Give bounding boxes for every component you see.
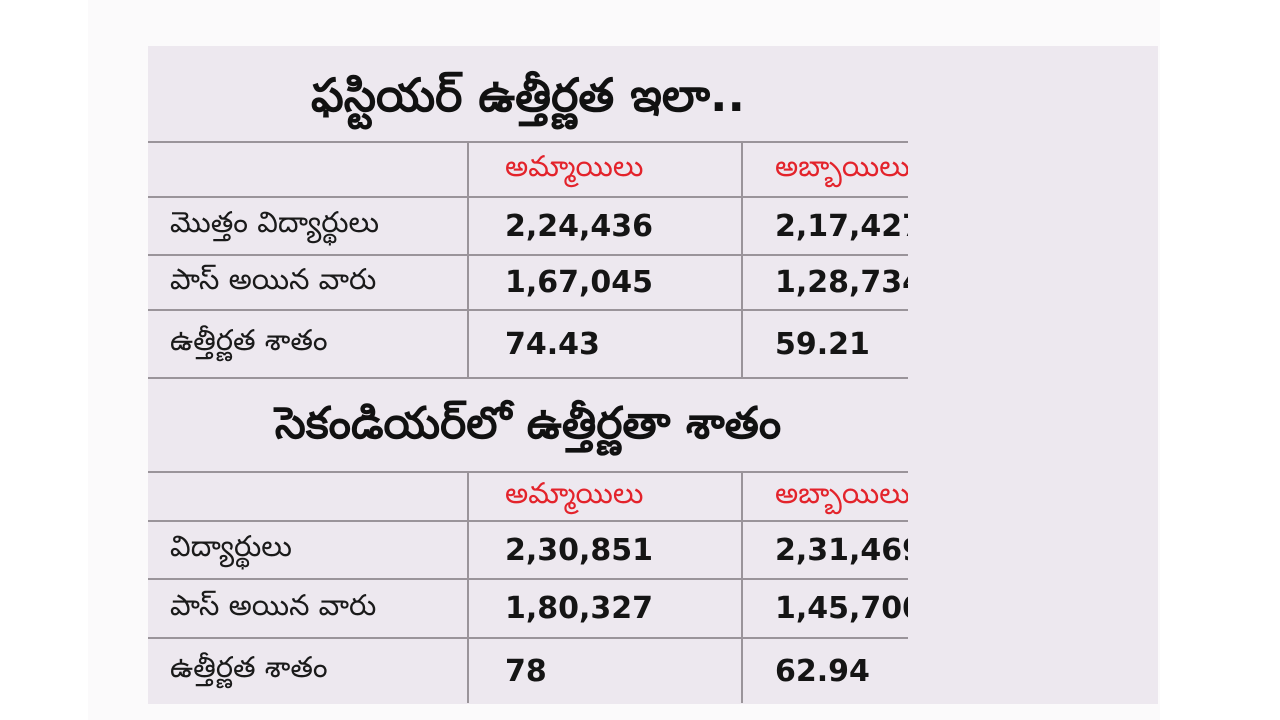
first-year-table: అమ్మాయిలు అబ్బాయిలు మొత్తం విద్యార్థులు … — [148, 141, 908, 379]
table-row: ఉత్తీర్ణత శాతం 78 62.94 — [148, 637, 908, 703]
row-label-pass-percentage: ఉత్తీర్ణత శాతం — [148, 309, 468, 379]
table-row: మొత్తం విద్యార్థులు 2,24,436 2,17,427 — [148, 196, 908, 255]
girls-value: 78 — [467, 637, 742, 703]
girls-value: 2,30,851 — [467, 520, 742, 579]
girls-value: 74.43 — [467, 309, 742, 379]
table-row: పాస్‌ అయిన వారు 1,67,045 1,28,734 — [148, 254, 908, 310]
boys-value: 1,45,700 — [741, 578, 908, 638]
boys-value: 2,17,427 — [741, 196, 908, 255]
table-row: ఉత్తీర్ణత శాతం 74.43 59.21 — [148, 309, 908, 379]
table-header-row: అమ్మాయిలు అబ్బాయిలు — [148, 141, 908, 197]
header-empty-cell — [148, 471, 468, 521]
header-boys: అబ్బాయిలు — [741, 141, 908, 197]
row-label-passed: పాస్‌ అయిన వారు — [148, 578, 468, 638]
table-row: పాస్‌ అయిన వారు 1,80,327 1,45,700 — [148, 578, 908, 638]
second-year-title: సెకండియర్‌లో ఉత్తీర్ణతా శాతం — [274, 398, 782, 449]
header-girls: అమ్మాయిలు — [467, 471, 742, 521]
row-label-total-students: మొత్తం విద్యార్థులు — [148, 196, 468, 255]
girls-value: 1,67,045 — [467, 254, 742, 310]
girls-value: 1,80,327 — [467, 578, 742, 638]
header-girls: అమ్మాయిలు — [467, 141, 742, 197]
header-empty-cell — [148, 141, 468, 197]
first-year-title: ఫస్టియర్‌ ఉత్తీర్ణత ఇలా.. — [310, 68, 745, 122]
row-label-students: విద్యార్థులు — [148, 520, 468, 579]
header-boys: అబ్బాయిలు — [741, 471, 908, 521]
row-label-passed: పాస్‌ అయిన వారు — [148, 254, 468, 310]
boys-value: 62.94 — [741, 637, 908, 703]
table-header-row: అమ్మాయిలు అబ్బాయిలు — [148, 471, 908, 521]
second-year-table: అమ్మాయిలు అబ్బాయిలు విద్యార్థులు 2,30,85… — [148, 471, 908, 703]
boys-value: 2,31,469 — [741, 520, 908, 579]
table-row: విద్యార్థులు 2,30,851 2,31,469 — [148, 520, 908, 579]
boys-value: 1,28,734 — [741, 254, 908, 310]
boys-value: 59.21 — [741, 309, 908, 379]
girls-value: 2,24,436 — [467, 196, 742, 255]
row-label-pass-percentage: ఉత్తీర్ణత శాతం — [148, 637, 468, 703]
